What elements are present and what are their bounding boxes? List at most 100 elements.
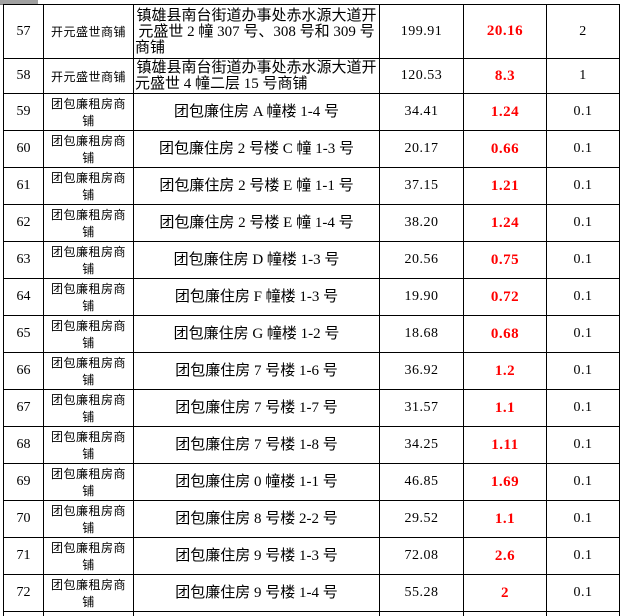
cell-rate: 0.1 <box>546 241 620 279</box>
cell-area: 31.57 <box>379 389 464 427</box>
cell-rate: 0.1 <box>546 463 620 501</box>
cell-empty <box>463 611 547 616</box>
cell-no: 57 <box>3 4 44 59</box>
cell-no: 58 <box>3 58 44 94</box>
cell-value: 8.3 <box>463 58 547 94</box>
cell-area: 20.17 <box>379 130 464 168</box>
cell-value: 1.2 <box>463 352 547 390</box>
cell-area: 36.92 <box>379 352 464 390</box>
cell-rate: 0.1 <box>546 204 620 242</box>
cell-empty <box>43 611 134 616</box>
cell-name: 团包廉租房商铺 <box>43 93 134 131</box>
cell-empty <box>546 611 620 616</box>
cell-no: 67 <box>3 389 44 427</box>
cell-name: 团包廉租房商铺 <box>43 204 134 242</box>
cell-name: 团包廉租房商铺 <box>43 537 134 575</box>
table-row: 63 团包廉租房商铺 团包廉住房 D 幢楼 1-3 号 20.56 0.75 0.1 <box>3 241 620 279</box>
cell-name: 团包廉租房商铺 <box>43 241 134 279</box>
cell-area: 34.25 <box>379 426 464 464</box>
cell-rate: 0.1 <box>546 389 620 427</box>
cell-no: 61 <box>3 167 44 205</box>
cell-no: 72 <box>3 574 44 612</box>
table-row: 59 团包廉租房商铺 团包廉住房 A 幢楼 1-4 号 34.41 1.24 0.1 <box>3 93 620 131</box>
table-row: 71 团包廉租房商铺 团包廉住房 9 号楼 1-3 号 72.08 2.6 0.1 <box>3 537 620 575</box>
table-row: 61 团包廉租房商铺 团包廉住房 2 号楼 E 幢 1-1 号 37.15 1.21 0.… <box>3 167 620 205</box>
cell-name: 团包廉租房商铺 <box>43 278 134 316</box>
cell-no: 62 <box>3 204 44 242</box>
cell-name: 团包廉租房商铺 <box>43 315 134 353</box>
cell-address: 团包廉住房 0 幢楼 1-1 号 <box>133 463 380 501</box>
table-row: 60 团包廉租房商铺 团包廉住房 2 号楼 C 幢 1-3 号 20.17 0.66 0.… <box>3 130 620 168</box>
shop-rent-table: 57 开元盛世商铺 镇雄县南台街道办事处赤水源大道开元盛世 2 幢 307 号、30… <box>3 4 620 616</box>
cell-address: 团包廉住房 9 号楼 1-3 号 <box>133 537 380 575</box>
cell-value: 1.21 <box>463 167 547 205</box>
cell-rate: 0.1 <box>546 537 620 575</box>
cell-address: 团包廉住房 G 幢楼 1-2 号 <box>133 315 380 353</box>
cell-empty <box>379 611 464 616</box>
cell-name: 团包廉租房商铺 <box>43 167 134 205</box>
cell-area: 34.41 <box>379 93 464 131</box>
cell-name: 团包廉租房商铺 <box>43 500 134 538</box>
cell-rate: 0.1 <box>546 315 620 353</box>
cell-address: 团包廉住房 F 幢楼 1-3 号 <box>133 278 380 316</box>
cell-value: 1.11 <box>463 426 547 464</box>
cell-area: 72.08 <box>379 537 464 575</box>
cell-no: 68 <box>3 426 44 464</box>
cell-rate: 0.1 <box>546 500 620 538</box>
cell-address: 镇雄县南台街道办事处赤水源大道开元盛世 2 幢 307 号、308 号和 309… <box>133 4 380 59</box>
cell-no: 64 <box>3 278 44 316</box>
cell-no: 66 <box>3 352 44 390</box>
cell-no: 60 <box>3 130 44 168</box>
cell-area: 37.15 <box>379 167 464 205</box>
table-row: 72 团包廉租房商铺 团包廉住房 9 号楼 1-4 号 55.28 2 0.1 <box>3 574 620 612</box>
cell-name: 开元盛世商铺 <box>43 4 134 59</box>
cell-area: 46.85 <box>379 463 464 501</box>
cell-address: 团包廉住房 2 号楼 C 幢 1-3 号 <box>133 130 380 168</box>
cell-no: 63 <box>3 241 44 279</box>
cell-empty <box>3 611 44 616</box>
cell-value: 0.72 <box>463 278 547 316</box>
cell-empty <box>133 611 380 616</box>
cell-address: 团包廉住房 A 幢楼 1-4 号 <box>133 93 380 131</box>
cell-rate: 0.1 <box>546 278 620 316</box>
table-row: 69 团包廉租房商铺 团包廉住房 0 幢楼 1-1 号 46.85 1.69 0.1 <box>3 463 620 501</box>
cell-name: 开元盛世商铺 <box>43 58 134 94</box>
table-row: 67 团包廉租房商铺 团包廉住房 7 号楼 1-7 号 31.57 1.1 0.1 <box>3 389 620 427</box>
cell-value: 1.1 <box>463 500 547 538</box>
cell-name: 团包廉租房商铺 <box>43 426 134 464</box>
cell-area: 19.90 <box>379 278 464 316</box>
cell-address: 团包廉住房 D 幢楼 1-3 号 <box>133 241 380 279</box>
cell-area: 199.91 <box>379 4 464 59</box>
cell-area: 20.56 <box>379 241 464 279</box>
table-row: 64 团包廉租房商铺 团包廉住房 F 幢楼 1-3 号 19.90 0.72 0.1 <box>3 278 620 316</box>
cell-address: 团包廉住房 7 号楼 1-6 号 <box>133 352 380 390</box>
cell-address: 团包廉住房 2 号楼 E 幢 1-1 号 <box>133 167 380 205</box>
table-body: 57 开元盛世商铺 镇雄县南台街道办事处赤水源大道开元盛世 2 幢 307 号、30… <box>3 4 620 616</box>
table-row: 68 团包廉租房商铺 团包廉住房 7 号楼 1-8 号 34.25 1.11 0.1 <box>3 426 620 464</box>
cell-name: 团包廉租房商铺 <box>43 130 134 168</box>
table-row: 66 团包廉租房商铺 团包廉住房 7 号楼 1-6 号 36.92 1.2 0.1 <box>3 352 620 390</box>
cell-no: 71 <box>3 537 44 575</box>
cell-address: 团包廉住房 7 号楼 1-8 号 <box>133 426 380 464</box>
cell-value: 20.16 <box>463 4 547 59</box>
cell-value: 1.24 <box>463 93 547 131</box>
table-row: 62 团包廉租房商铺 团包廉住房 2 号楼 E 幢 1-4 号 38.20 1.24 0.… <box>3 204 620 242</box>
cell-name: 团包廉租房商铺 <box>43 352 134 390</box>
cell-value: 0.66 <box>463 130 547 168</box>
cell-name: 团包廉租房商铺 <box>43 389 134 427</box>
cell-rate: 1 <box>546 58 620 94</box>
cell-no: 69 <box>3 463 44 501</box>
cell-address: 团包廉住房 8 号楼 2-2 号 <box>133 500 380 538</box>
cell-area: 29.52 <box>379 500 464 538</box>
cell-address: 团包廉住房 9 号楼 1-4 号 <box>133 574 380 612</box>
cell-address: 团包廉住房 7 号楼 1-7 号 <box>133 389 380 427</box>
cell-value: 2.6 <box>463 537 547 575</box>
table-row: 70 团包廉租房商铺 团包廉住房 8 号楼 2-2 号 29.52 1.1 0.1 <box>3 500 620 538</box>
cell-rate: 0.1 <box>546 426 620 464</box>
cell-rate: 0.1 <box>546 574 620 612</box>
cell-value: 0.68 <box>463 315 547 353</box>
table-row: 57 开元盛世商铺 镇雄县南台街道办事处赤水源大道开元盛世 2 幢 307 号、30… <box>3 4 620 59</box>
cell-name: 团包廉租房商铺 <box>43 463 134 501</box>
partial-row <box>3 611 620 616</box>
